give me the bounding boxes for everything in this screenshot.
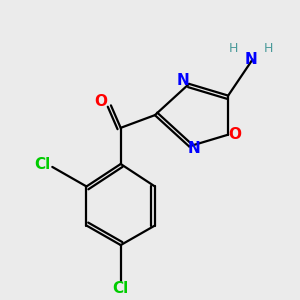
Text: Cl: Cl	[34, 158, 51, 172]
Text: O: O	[94, 94, 108, 109]
Text: N: N	[244, 52, 257, 67]
Text: N: N	[188, 141, 200, 156]
Text: H: H	[263, 42, 273, 55]
Text: Cl: Cl	[112, 280, 129, 296]
Text: N: N	[177, 74, 190, 88]
Text: O: O	[229, 127, 242, 142]
Text: H: H	[228, 42, 238, 55]
